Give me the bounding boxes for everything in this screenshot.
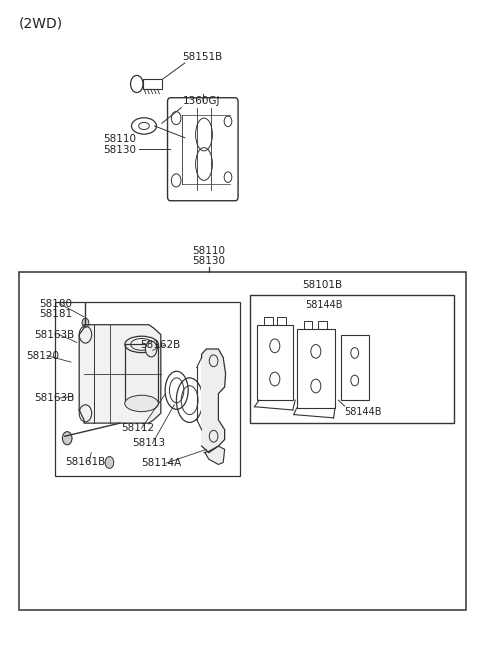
Circle shape: [145, 341, 157, 357]
Bar: [257, 325, 293, 400]
Bar: [297, 329, 335, 408]
Text: 58180: 58180: [39, 298, 72, 309]
Text: 58144B: 58144B: [345, 407, 382, 417]
Text: 58181: 58181: [39, 308, 72, 319]
Circle shape: [105, 457, 114, 468]
Text: 58110: 58110: [103, 134, 136, 144]
Text: 58163B: 58163B: [35, 329, 75, 340]
Text: 58113: 58113: [132, 438, 165, 449]
Polygon shape: [79, 325, 161, 423]
Bar: [55, 302, 240, 476]
Bar: [143, 79, 162, 89]
Bar: [341, 335, 369, 400]
Text: 58161B: 58161B: [65, 457, 105, 467]
Text: 58130: 58130: [192, 256, 225, 266]
Text: 58110: 58110: [192, 246, 225, 256]
Circle shape: [82, 318, 89, 327]
Text: 58114A: 58114A: [142, 458, 182, 468]
Text: 1360GJ: 1360GJ: [182, 96, 220, 106]
Circle shape: [62, 432, 72, 445]
Text: 58130: 58130: [103, 145, 136, 155]
Bar: [277, 317, 286, 325]
Bar: [250, 295, 454, 423]
Ellipse shape: [125, 395, 158, 412]
Bar: [19, 272, 466, 610]
Text: 58112: 58112: [121, 423, 154, 434]
Text: 58101B: 58101B: [302, 280, 343, 290]
Polygon shape: [204, 446, 225, 464]
Text: 58162B: 58162B: [140, 340, 180, 350]
Text: 58151B: 58151B: [182, 52, 223, 62]
Bar: [264, 317, 273, 325]
Text: (2WD): (2WD): [19, 16, 63, 30]
Text: 58120: 58120: [26, 350, 60, 361]
Bar: [304, 321, 312, 329]
Bar: [125, 344, 158, 403]
Text: 58163B: 58163B: [35, 393, 75, 403]
Bar: [318, 321, 327, 329]
Text: 58144B: 58144B: [305, 300, 342, 310]
Polygon shape: [202, 349, 226, 453]
